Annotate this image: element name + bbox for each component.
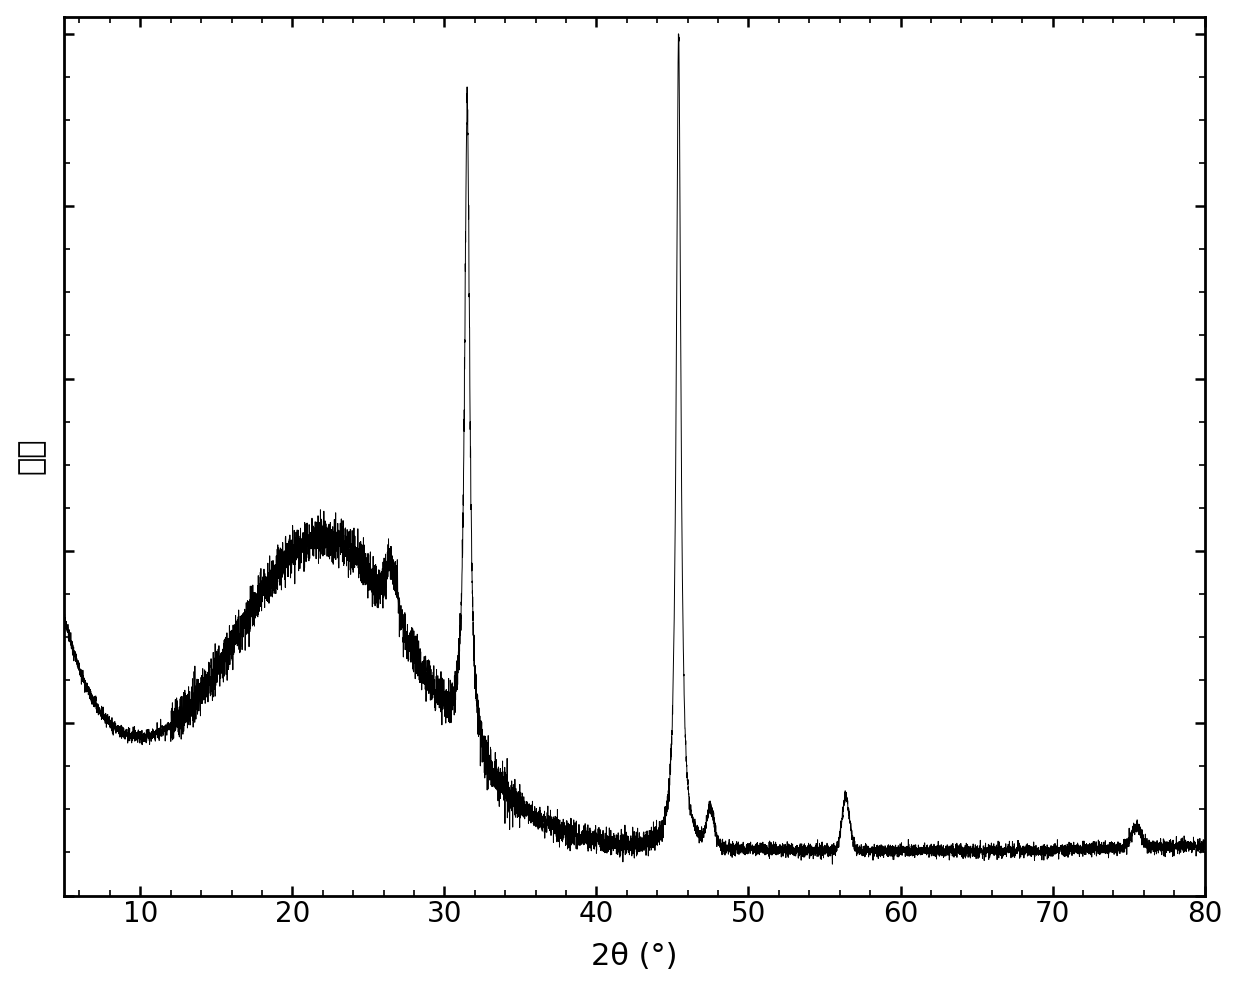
X-axis label: 2θ (°): 2θ (°)	[591, 943, 678, 971]
Y-axis label: 强度: 强度	[16, 438, 46, 474]
